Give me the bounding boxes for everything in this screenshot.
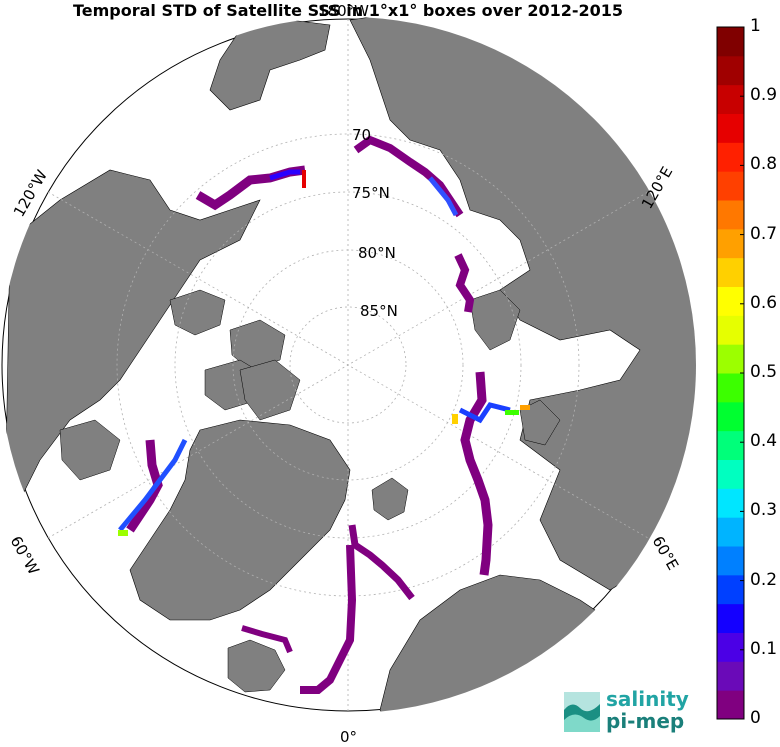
colorbar-swatch [717,142,744,172]
colorbar-swatch [717,373,744,403]
swath-norwegian [300,544,357,694]
logo-salinity-text: salinity [606,687,689,711]
pimep-logo: salinity pi-mep [562,687,692,738]
lon-label-bottom: 0° [340,728,357,746]
colorbar-tick-label: 0.7 [750,223,778,244]
land-baffin [59,419,121,481]
colorbar-tick-label: 0.2 [750,569,778,590]
colorbar-swatch [717,603,744,633]
swath-kara-yellow [452,414,458,424]
swath-kara-green [505,410,519,415]
colorbar-swatch [717,632,744,662]
land-iceland [227,639,286,693]
land-svalbard [371,477,409,521]
colorbar-tick-label: 0.4 [750,431,778,452]
colorbar-swatch [717,171,744,201]
land-canada [4,169,261,521]
colorbar-swatch [717,315,744,345]
land-severnaya [469,289,521,351]
swath-fram [348,524,415,601]
colorbar-tick-label: 0.8 [750,154,778,175]
colorbar-swatch [717,228,744,259]
colorbar-swatch [717,459,744,489]
lat-label-70: 70 [352,126,371,144]
land-archipelago-1 [169,289,226,336]
lat-label-80: 80°N [358,244,396,262]
map-title: Temporal STD of Satellite SSS in 1°x1° b… [72,1,624,20]
colorbar-swatch [717,517,744,547]
colorbar-swatch [717,113,744,143]
logo-pimep-text: pi-mep [606,709,685,733]
swath-baffin-green [118,530,128,536]
pimep-logo-mark [564,692,600,732]
swath-beaufort-hi [269,169,300,181]
land-ellesmere [239,359,301,421]
colorbar-swatch [717,84,744,114]
lon-label-60w: 60°W [7,533,43,578]
colorbar-swatch [717,488,744,518]
colorbar-swatch [717,661,744,691]
colorbar-swatch [717,344,744,374]
land-novaya-zemlya [519,399,561,446]
land-greenland [129,419,351,621]
colorbar-swatch [717,546,744,576]
land-archipelago-2 [229,319,286,371]
swath-beaufort-red [302,170,306,188]
colorbar-tick-label: 0.3 [750,500,778,521]
lat-label-75: 75°N [352,184,390,202]
lat-label-85: 85°N [360,302,398,320]
swath-siberian-blue [428,176,459,217]
colorbar-swatch [717,55,744,86]
colorbar-swatch [717,200,744,230]
colorbar-swatch [717,401,744,432]
graticule [47,19,649,711]
swath-kara-hi [458,402,511,424]
colorbar-tick-label: 0.1 [750,638,778,659]
colorbar-swatch [717,430,744,460]
land-alaska [209,19,331,111]
colorbar-tick-label: 0 [750,708,761,728]
swath-laptev [454,253,475,313]
colorbar-swatch [717,286,744,316]
lon-label-top: 180°W [318,2,369,20]
sss-std-data [118,135,530,694]
swath-baffin [126,439,163,533]
colorbar-tick-label: 1 [750,16,761,36]
colorbar-tick-label: 0.6 [750,292,778,313]
swath-kara [460,371,493,576]
colorbar-swatch [717,257,744,287]
colorbar-tick-label: 0.9 [750,85,778,106]
colorbar [716,26,745,720]
swath-kara-orange [520,405,530,410]
swath-baffin-blue [118,438,188,532]
colorbar-swatch [717,574,744,605]
lon-label-60e: 60°E [649,533,683,573]
colorbar-swatch [717,690,744,720]
colorbar-tick-label: 0.5 [750,362,778,382]
colorbar-swatch [717,27,744,57]
swath-iceland [241,625,293,654]
